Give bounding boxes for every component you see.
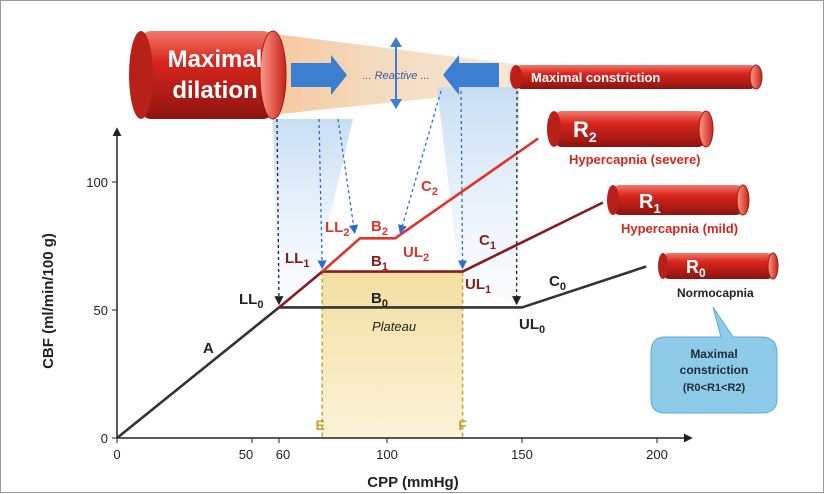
x-axis-label: CPP (mmHg): [367, 474, 458, 491]
x-tick-label: 50: [239, 447, 253, 462]
r0-vessel: R0 Normocapnia: [658, 253, 778, 300]
label-ul0: UL0: [519, 316, 545, 336]
r1-vessel: R1 Hypercapnia (mild): [607, 185, 749, 236]
x-tick-label: 60: [276, 447, 290, 462]
max-dilation-vessel: Maximal dilation: [129, 31, 286, 119]
x-tick-label: 150: [511, 447, 533, 462]
x-tick-label: 200: [646, 447, 668, 462]
reactive-label: ... Reactive ...: [362, 70, 429, 82]
max-constriction-vessel: Maximal constriction: [510, 65, 762, 89]
label-ll2: LL2: [325, 219, 349, 239]
label-c0: C0: [549, 273, 566, 293]
label-b1: B1: [371, 253, 388, 273]
label-plateau: Plateau: [372, 319, 416, 334]
max-constriction-label: Maximal constriction: [531, 70, 660, 85]
x-tick-label: 0: [113, 447, 120, 462]
y-tick-label: 0: [101, 431, 108, 446]
callout-line2: constriction: [680, 363, 749, 377]
label-ul2: UL2: [403, 244, 429, 264]
r2-caption: Hypercapnia (severe): [569, 152, 701, 167]
plateau-region: [322, 272, 462, 438]
label-e: E: [316, 417, 325, 433]
x-tick-label: 100: [376, 447, 398, 462]
max-dilation-label-line1: Maximal: [168, 46, 263, 73]
max-dilation-label-line2: dilation: [172, 77, 257, 104]
label-b2: B2: [371, 218, 388, 238]
label-f: F: [458, 417, 467, 433]
r1-caption: Hypercapnia (mild): [621, 221, 738, 236]
label-c2: C2: [421, 178, 438, 198]
label-a: A: [203, 340, 214, 357]
y-tick-label: 100: [86, 175, 108, 190]
r2-vessel: R2 Hypercapnia (severe): [547, 111, 713, 167]
y-axis-label: CBF (ml/min/100 g): [40, 233, 57, 369]
constriction-callout: Maximal constriction (R0<R1<R2): [651, 307, 777, 413]
y-tick-label: 50: [94, 303, 108, 318]
callout-line3: (R0<R1<R2): [683, 382, 746, 394]
label-ll0: LL0: [239, 291, 263, 311]
r0-caption: Normocapnia: [677, 286, 754, 300]
callout-line1: Maximal: [690, 347, 737, 361]
